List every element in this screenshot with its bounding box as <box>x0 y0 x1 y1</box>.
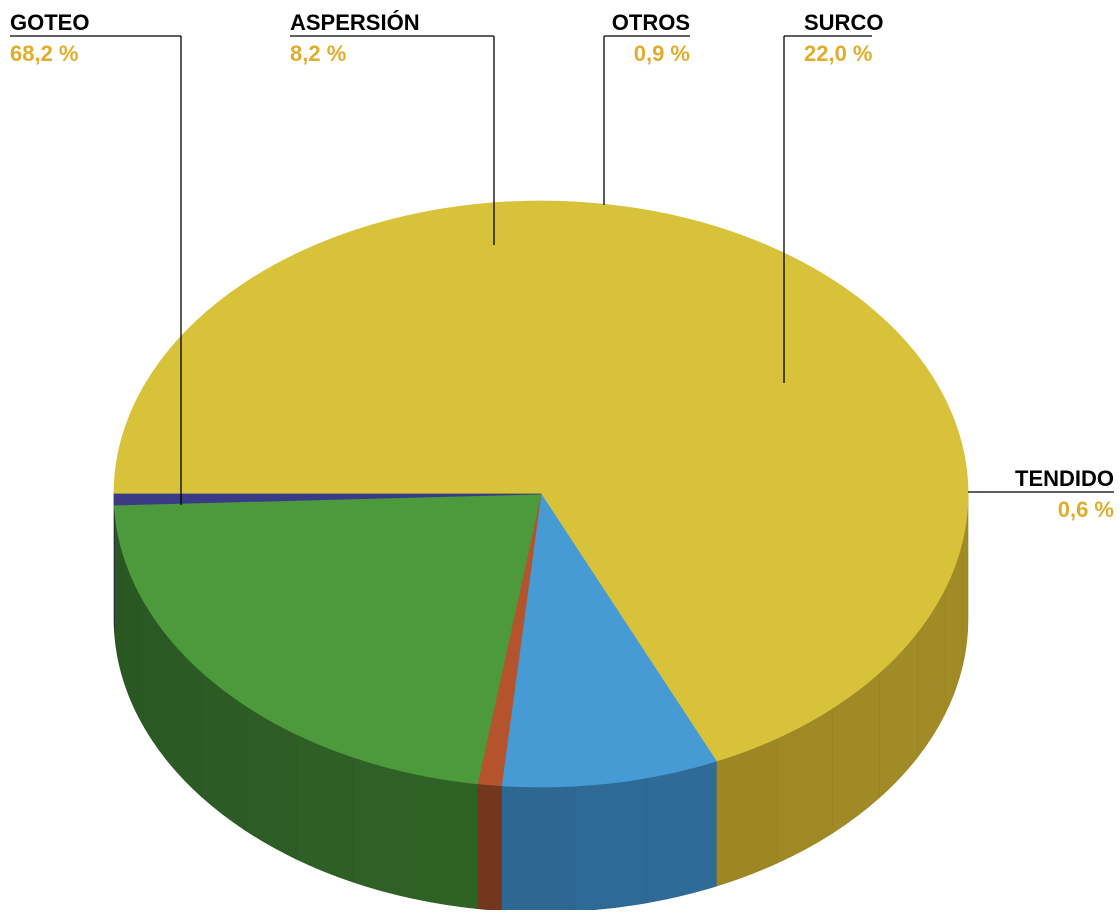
slice-label-tendido: TENDIDO <box>1015 466 1114 491</box>
slice-value-tendido: 0,6 % <box>1058 497 1114 522</box>
slice-value-goteo: 68,2 % <box>10 41 79 66</box>
slice-side-otros <box>477 784 501 910</box>
pie-top <box>114 201 968 787</box>
slice-value-aspersión: 8,2 % <box>290 41 346 66</box>
slice-label-surco: SURCO <box>804 10 883 35</box>
slice-side-aspersión <box>647 761 716 903</box>
slice-label-goteo: GOTEO <box>10 10 89 35</box>
slice-value-surco: 22,0 % <box>804 41 873 66</box>
slice-side-surco <box>296 734 352 882</box>
slice-side-aspersión <box>501 786 574 910</box>
slice-side-surco <box>353 757 414 899</box>
slice-label-aspersión: ASPERSIÓN <box>290 10 420 35</box>
slice-value-otros: 0,9 % <box>634 41 690 66</box>
slice-label-otros: OTROS <box>612 10 690 35</box>
slice-side-surco <box>414 774 478 909</box>
slice-side-goteo <box>716 738 777 886</box>
slice-side-aspersión <box>575 778 647 910</box>
